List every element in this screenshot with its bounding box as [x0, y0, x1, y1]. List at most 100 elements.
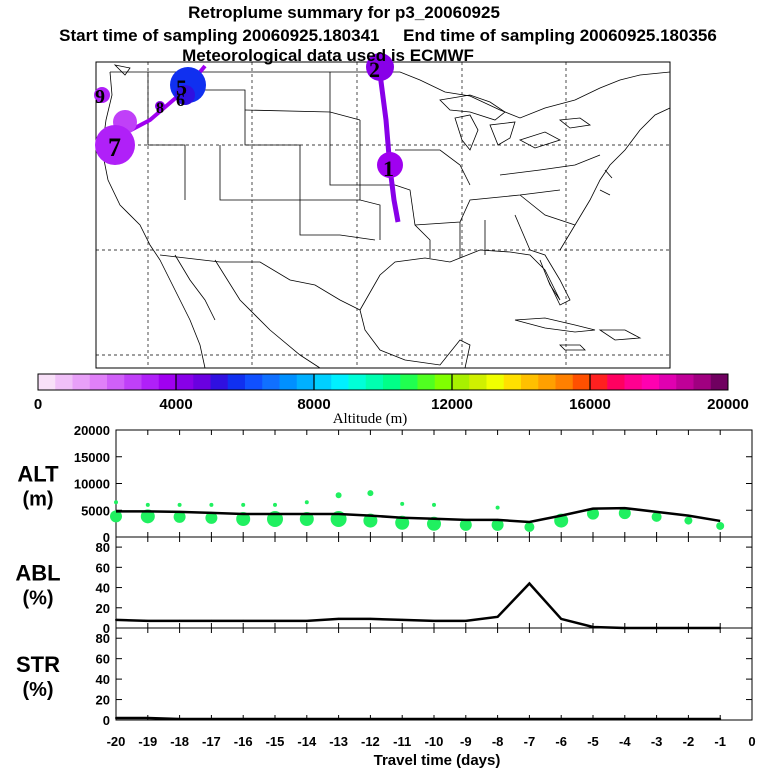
- colorbar-swatch: [158, 374, 177, 390]
- y-tick-label: 10000: [74, 477, 110, 492]
- colorbar-swatch: [607, 374, 625, 390]
- abl-point: [274, 619, 276, 622]
- plume-day-6: [175, 85, 195, 105]
- alt-upper-point: [114, 500, 118, 505]
- panel-abl: 80 60 40 20 0 ABL(%): [15, 536, 753, 636]
- alt-point: [236, 511, 251, 526]
- abl-point: [178, 619, 181, 622]
- str-point: [433, 717, 435, 720]
- x-tick-label: -6: [555, 734, 567, 749]
- x-tick-label: -9: [460, 734, 472, 749]
- abl-point: [146, 619, 149, 622]
- colorbar-frame: [37, 373, 729, 391]
- str-point: [464, 717, 467, 720]
- y-tick-label: 0: [103, 713, 110, 728]
- x-tick-label: -2: [683, 734, 695, 749]
- x-tick-label: -20: [107, 734, 126, 749]
- x-tick-label: -7: [524, 734, 536, 749]
- alt-point: [395, 515, 410, 530]
- str-point: [242, 717, 245, 720]
- abl-point: [464, 619, 467, 622]
- colorbar-swatch: [107, 374, 125, 390]
- x-tick-label: -10: [425, 734, 444, 749]
- alt-upper-point: [145, 502, 150, 507]
- y-tick-label: 60: [96, 560, 110, 575]
- str-point: [178, 717, 181, 720]
- x-tick-label: -5: [587, 734, 599, 749]
- str-point: [528, 717, 531, 720]
- panel-ylabel: ALT: [17, 462, 59, 487]
- abl-point: [560, 617, 563, 620]
- colorbar-swatch: [521, 374, 539, 390]
- str-point: [146, 716, 149, 719]
- colorbar-tick-label: 12000: [431, 396, 473, 413]
- plume-day-9: [94, 87, 110, 103]
- colorbar-swatch: [590, 374, 608, 390]
- abl-point: [242, 619, 245, 622]
- panel-ylabel: ABL: [15, 561, 60, 586]
- abl-line: [115, 581, 721, 630]
- panel-frame: [115, 627, 753, 721]
- y-tick-label: 0: [103, 530, 110, 545]
- colorbar-swatch: [572, 374, 591, 390]
- plume-day-2: [366, 53, 394, 81]
- colorbar-swatch: [417, 374, 436, 390]
- chart-title: Retroplume summary for p3_20060925: [188, 3, 500, 22]
- alt-upper-point: [209, 502, 214, 507]
- y-tick-label: 40: [96, 581, 110, 596]
- x-tick-label: -13: [329, 734, 348, 749]
- colorbar-swatch: [245, 374, 263, 390]
- map-label-6: 6: [176, 90, 185, 110]
- alt-upper-point: [335, 492, 342, 499]
- x-tick-label: -19: [138, 734, 157, 749]
- alt-point: [110, 510, 122, 523]
- x-tick-label: -18: [170, 734, 189, 749]
- abl-point: [115, 618, 117, 621]
- alt-point: [651, 511, 662, 522]
- panel-ylabel-units: (%): [22, 588, 53, 610]
- str-line: [116, 716, 721, 721]
- colorbar-swatch: [176, 374, 194, 390]
- colorbar-tick-label: 20000: [707, 396, 749, 413]
- colorbar-label: Altitude (m): [333, 411, 408, 427]
- colorbar-swatch: [434, 374, 453, 390]
- plume-day-1: [377, 152, 403, 178]
- altitude-colorbar: [37, 373, 729, 391]
- colorbar-tick-label: 4000: [159, 396, 192, 413]
- met-data-note: Meteorological data used is ECMWF: [182, 46, 474, 65]
- str-point: [655, 717, 658, 720]
- colorbar-tick-label: 8000: [297, 396, 330, 413]
- alt-upper-point: [432, 502, 436, 507]
- colorbar-swatch: [641, 374, 660, 390]
- x-tick-label: -17: [202, 734, 221, 749]
- colorbar-swatch: [538, 374, 556, 390]
- abl-point: [369, 617, 372, 620]
- x-tick-label: -1: [714, 734, 726, 749]
- alt-upper-point: [241, 502, 246, 507]
- colorbar-swatch: [676, 374, 694, 390]
- alt-point: [205, 511, 218, 524]
- abl-point: [433, 619, 435, 622]
- alt-point: [459, 518, 472, 531]
- colorbar-swatch: [38, 374, 56, 390]
- alt-upper-point: [495, 505, 500, 510]
- str-point: [592, 717, 594, 720]
- x-tick-label: -3: [651, 734, 663, 749]
- str-point: [305, 717, 308, 720]
- colorbar-swatch: [72, 374, 91, 390]
- panel-ylabel-units: (m): [22, 489, 53, 511]
- map-label-7: 7: [108, 133, 121, 162]
- colorbar-swatch: [331, 374, 349, 390]
- colorbar-swatch: [659, 374, 677, 390]
- alt-point: [363, 513, 378, 528]
- abl-point: [305, 619, 308, 622]
- colorbar-swatch: [383, 374, 401, 390]
- alt-point: [524, 522, 535, 533]
- map-label-2: 2: [369, 57, 380, 82]
- map-label-9: 9: [95, 86, 105, 108]
- y-tick-label: 0: [103, 621, 110, 636]
- time-series-panels: 20000150001000050000ALT(m)806040200ABL(%…: [15, 423, 753, 728]
- x-axis-label: Travel time (days): [374, 752, 501, 768]
- x-tick-label: -15: [266, 734, 285, 749]
- str-point: [496, 717, 499, 720]
